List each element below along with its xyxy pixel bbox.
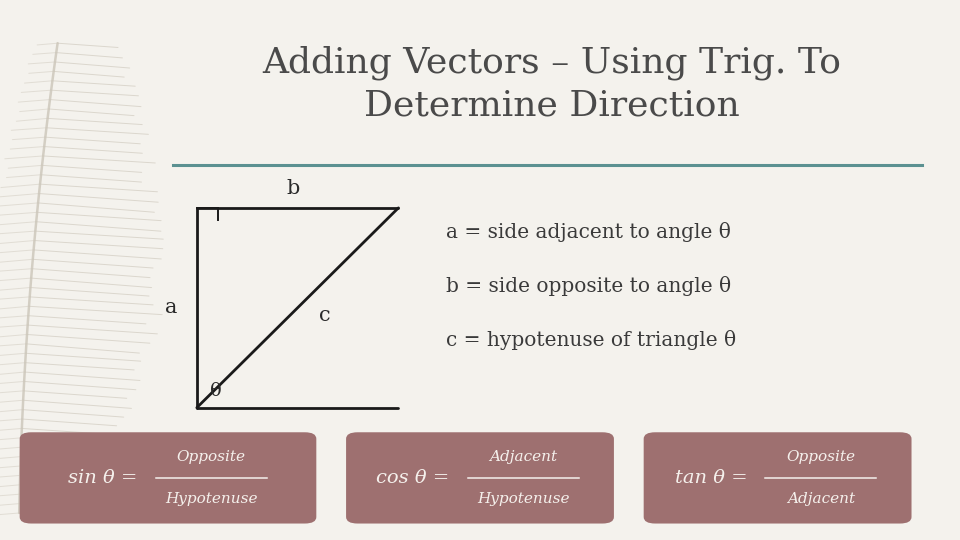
Text: c: c [319, 306, 330, 326]
Text: a = side adjacent to angle θ: a = side adjacent to angle θ [446, 222, 732, 242]
Text: Opposite: Opposite [786, 450, 855, 464]
Text: sin θ =: sin θ = [68, 469, 144, 487]
Text: Hypotenuse: Hypotenuse [477, 492, 569, 506]
FancyBboxPatch shape [19, 432, 317, 524]
Text: Adjacent: Adjacent [490, 450, 557, 464]
Text: tan θ =: tan θ = [675, 469, 754, 487]
Text: b = side opposite to angle θ: b = side opposite to angle θ [446, 276, 732, 296]
Text: Opposite: Opposite [177, 450, 246, 464]
Text: cos θ =: cos θ = [376, 469, 456, 487]
Text: a: a [165, 298, 177, 318]
Text: b: b [286, 179, 300, 199]
FancyBboxPatch shape [346, 432, 614, 524]
Text: θ: θ [210, 382, 222, 401]
Text: Adjacent: Adjacent [787, 492, 854, 506]
FancyBboxPatch shape [644, 432, 912, 524]
Text: c = hypotenuse of triangle θ: c = hypotenuse of triangle θ [446, 330, 736, 350]
Text: Adding Vectors – Using Trig. To
Determine Direction: Adding Vectors – Using Trig. To Determin… [262, 45, 842, 122]
Text: Hypotenuse: Hypotenuse [165, 492, 257, 506]
